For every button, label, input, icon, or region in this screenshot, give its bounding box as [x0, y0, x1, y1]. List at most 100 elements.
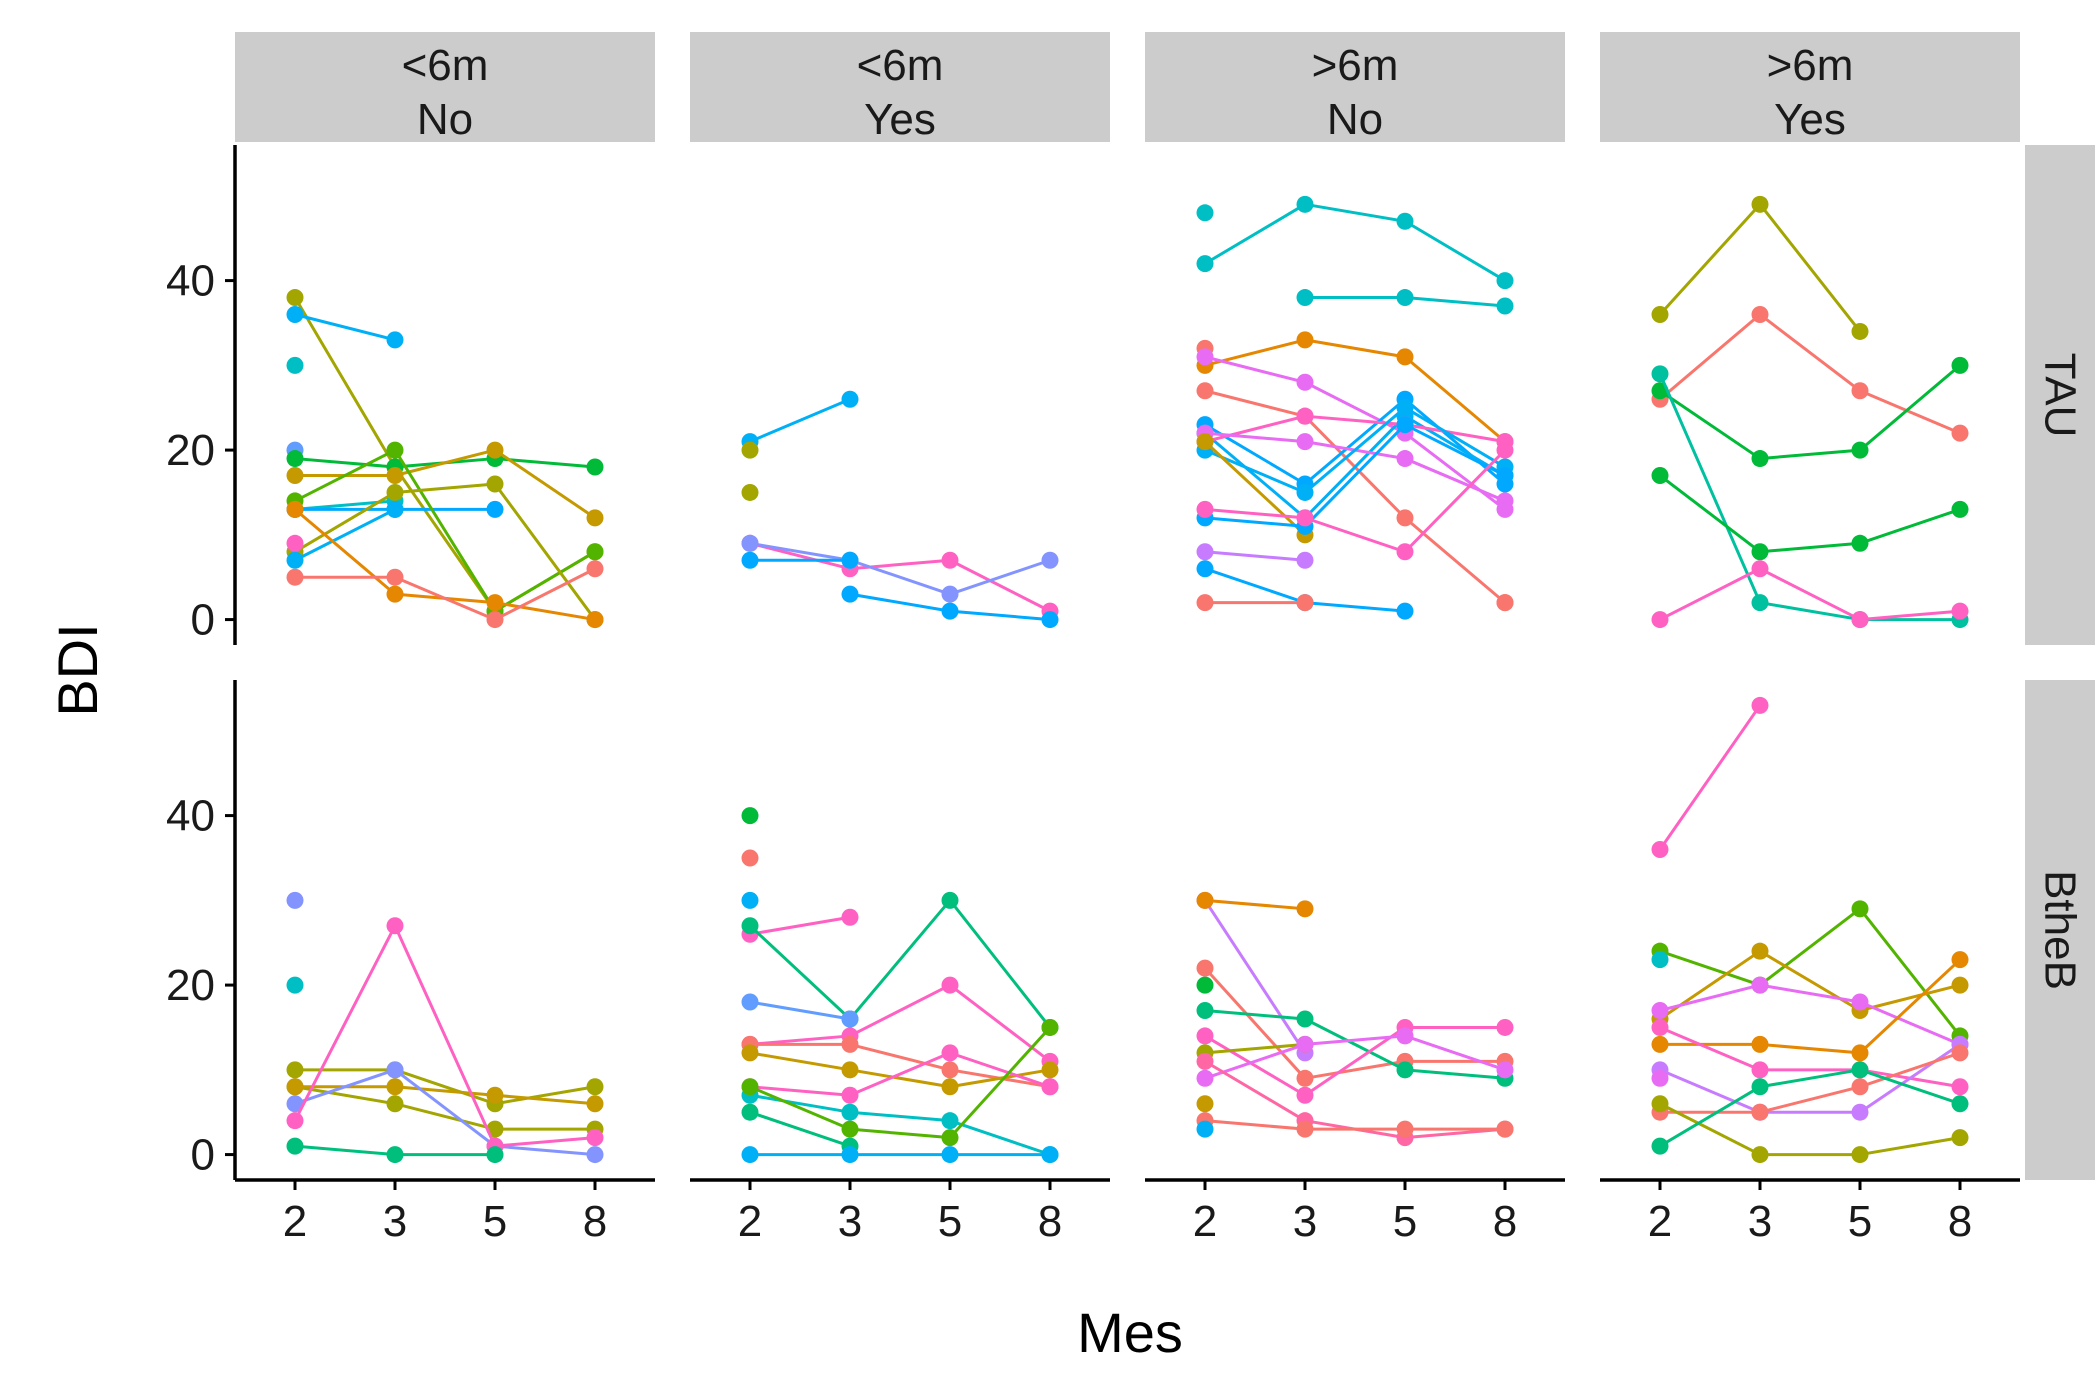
- series-line: [1204, 550, 1306, 562]
- series: [286, 534, 304, 552]
- series-line: [294, 482, 597, 621]
- data-point: [941, 1044, 959, 1062]
- series: [286, 441, 604, 620]
- series-line: [1204, 1119, 1505, 1131]
- series-line: [749, 541, 1051, 596]
- column-strip-label-line1: >6m: [1312, 41, 1399, 90]
- panel-BtheB-1: [286, 891, 604, 1164]
- data-point: [286, 1061, 304, 1079]
- data-point: [386, 917, 404, 935]
- data-point: [1751, 305, 1769, 323]
- data-point: [1951, 1129, 1969, 1147]
- data-point: [1396, 348, 1414, 366]
- series-line: [749, 1000, 851, 1021]
- data-point: [486, 475, 504, 493]
- data-point: [486, 594, 504, 612]
- data-point: [1296, 1086, 1314, 1104]
- column-strip-label-line1: >6m: [1767, 41, 1854, 90]
- data-point: [741, 1146, 759, 1164]
- panel-TAU-1: [286, 289, 604, 629]
- data-point: [741, 1103, 759, 1121]
- data-point: [841, 390, 859, 408]
- y-axis-row-2: 0 20 40: [166, 680, 237, 1180]
- series-line: [1204, 202, 1506, 282]
- data-point: [1296, 1120, 1314, 1138]
- data-point: [1651, 1035, 1669, 1053]
- series-line: [749, 983, 1051, 1063]
- series: [1196, 204, 1214, 222]
- column-strip-4: >6m Yes: [1600, 32, 2020, 144]
- data-point: [1951, 356, 1969, 374]
- series-line: [1203, 440, 1307, 536]
- data-point: [1396, 1061, 1414, 1079]
- data-point: [1041, 611, 1059, 629]
- data-point: [1651, 305, 1669, 323]
- column-strip-label-line2: No: [417, 95, 473, 144]
- data-point: [1851, 441, 1869, 459]
- x-tick-label: 2: [283, 1197, 307, 1246]
- data-point: [1951, 1078, 1969, 1096]
- series: [286, 1137, 504, 1164]
- data-point: [841, 551, 859, 569]
- data-point: [1196, 1095, 1214, 1113]
- data-point: [1296, 289, 1314, 307]
- panel-TAU-2: [741, 390, 1059, 629]
- data-point: [1041, 1146, 1059, 1164]
- data-point: [1041, 1061, 1059, 1079]
- data-point: [1951, 602, 1969, 620]
- series-line: [294, 508, 396, 562]
- data-point: [286, 450, 304, 468]
- y-tick-label: 0: [191, 596, 215, 645]
- series: [741, 807, 759, 825]
- series-line: [1659, 312, 1961, 435]
- data-point: [586, 509, 604, 527]
- series-line: [1204, 1025, 1505, 1097]
- data-point: [586, 611, 604, 629]
- data-point: [1196, 959, 1214, 977]
- series-line: [749, 541, 1051, 613]
- series: [741, 483, 759, 501]
- series-line: [749, 915, 851, 936]
- row-strip-bg: [2025, 145, 2095, 645]
- data-point: [841, 1035, 859, 1053]
- data-point: [1651, 1002, 1669, 1020]
- x-tick-label: 5: [1393, 1197, 1417, 1246]
- data-point: [1296, 551, 1314, 569]
- data-point: [1196, 433, 1214, 451]
- column-strip-label-line2: Yes: [864, 95, 936, 144]
- data-point: [841, 1103, 859, 1121]
- series: [1651, 951, 1669, 969]
- data-point: [1651, 611, 1669, 629]
- x-axis-col-2: 2 3 5 8: [690, 1178, 1110, 1246]
- x-tick-label: 8: [1948, 1197, 1972, 1246]
- series: [1196, 1120, 1214, 1138]
- series: [1651, 900, 1969, 1045]
- data-point: [586, 1078, 604, 1096]
- panel-BtheB-3: [1196, 891, 1514, 1147]
- column-strip-3: >6m No: [1145, 32, 1565, 144]
- data-point: [1041, 1078, 1059, 1096]
- series: [286, 1061, 604, 1164]
- data-point: [1751, 195, 1769, 213]
- series-line: [749, 1110, 851, 1148]
- series-line: [1659, 983, 1961, 1046]
- data-point: [1751, 1146, 1769, 1164]
- series: [1196, 195, 1514, 290]
- row-strip-label: TAU: [2036, 353, 2085, 438]
- data-point: [1396, 289, 1414, 307]
- series-line: [1204, 449, 1507, 554]
- data-point: [286, 467, 304, 485]
- data-point: [1041, 1018, 1059, 1036]
- x-tick-label: 3: [1293, 1197, 1317, 1246]
- series-line: [1204, 1060, 1506, 1140]
- series-line: [294, 1085, 595, 1131]
- data-point: [1196, 204, 1214, 222]
- y-tick-label: 20: [166, 961, 215, 1010]
- data-point: [1196, 1069, 1214, 1087]
- data-point: [486, 1086, 504, 1104]
- data-point: [386, 441, 404, 459]
- data-point: [1651, 1095, 1669, 1113]
- series: [1196, 382, 1514, 612]
- series-line: [1204, 397, 1506, 486]
- data-point: [1951, 951, 1969, 969]
